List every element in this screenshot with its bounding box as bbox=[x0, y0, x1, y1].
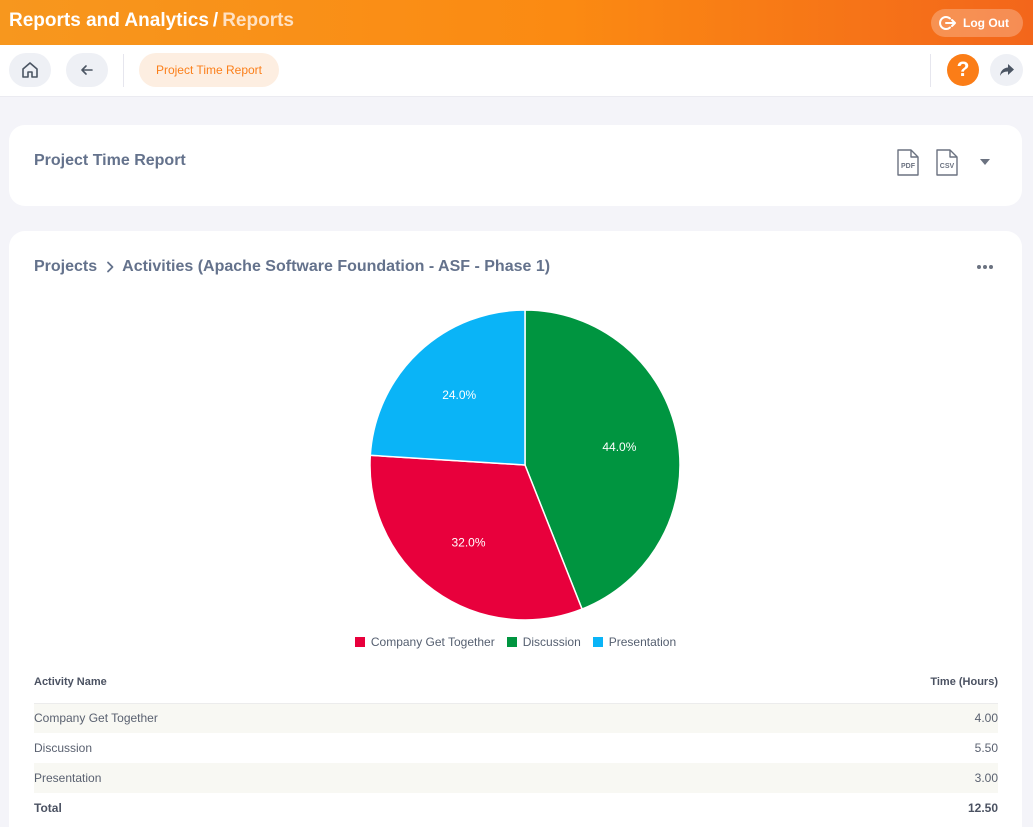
help-icon: ? bbox=[956, 58, 970, 81]
home-icon bbox=[22, 62, 38, 78]
legend-item[interactable]: Presentation bbox=[592, 635, 677, 649]
report-title: Project Time Report bbox=[34, 152, 186, 169]
share-icon bbox=[999, 64, 1014, 76]
table-header-row: Activity Name Time (Hours) bbox=[34, 661, 998, 704]
breadcrumb-projects[interactable]: Projects bbox=[34, 258, 98, 275]
cell-hours: 3.00 bbox=[323, 763, 998, 793]
more-horizontal-icon[interactable] bbox=[977, 265, 993, 269]
pie-slice-company-get-together[interactable] bbox=[369, 454, 584, 621]
nav-divider bbox=[123, 54, 124, 87]
legend-swatch bbox=[592, 637, 603, 647]
total-label: Total bbox=[34, 801, 62, 815]
cell-activity: Presentation bbox=[34, 763, 323, 793]
sub-navigation: Project Time Report ? bbox=[0, 45, 1033, 97]
logout-label: Log Out bbox=[963, 16, 1009, 30]
nav-divider-right bbox=[930, 54, 931, 87]
cell-activity: Discussion bbox=[34, 741, 93, 755]
table-row: Discussion 5.50 bbox=[34, 733, 998, 763]
report-header-card: Project Time Report PDF CSV bbox=[9, 125, 1022, 206]
legend-label: Company Get Together bbox=[370, 635, 495, 649]
cell-hours: 5.50 bbox=[974, 741, 998, 755]
top-bar: Reports and Analytics / Reports Log Out bbox=[0, 0, 1033, 45]
activities-pie-chart: 44.0% 32.0% 24.0% bbox=[369, 309, 681, 621]
pie-slice-discussion[interactable] bbox=[524, 309, 681, 611]
home-button[interactable] bbox=[9, 53, 51, 87]
chevron-right-icon bbox=[107, 261, 114, 273]
app-title: Reports and Analytics / Reports bbox=[9, 10, 294, 32]
table-total-row: Total 12.50 bbox=[34, 793, 998, 823]
legend-label: Presentation bbox=[608, 635, 677, 649]
total-value: 12.50 bbox=[967, 801, 998, 815]
csv-export-icon[interactable]: CSV bbox=[935, 149, 959, 176]
table-row: Company Get Together 4.00 bbox=[34, 703, 998, 733]
col-time-hours: Time (Hours) bbox=[323, 661, 998, 704]
legend-item[interactable]: Discussion bbox=[506, 635, 581, 649]
title-crumb[interactable]: Reports bbox=[222, 10, 294, 31]
chart-legend: Company Get Together Discussion Presentati… bbox=[9, 635, 1022, 649]
pdf-export-icon[interactable]: PDF bbox=[896, 149, 920, 176]
csv-label: CSV bbox=[940, 163, 955, 170]
activities-table: Activity Name Time (Hours) Company Get T… bbox=[34, 661, 998, 823]
legend-swatch bbox=[354, 637, 365, 647]
logout-button[interactable]: Log Out bbox=[931, 9, 1023, 37]
activities-card: Projects Activities (Apache Software Fou… bbox=[9, 231, 1022, 827]
breadcrumb-current: Activities (Apache Software Foundation -… bbox=[122, 258, 551, 275]
tab-project-time-report[interactable]: Project Time Report bbox=[139, 53, 279, 87]
arrow-left-icon bbox=[81, 65, 93, 75]
cell-activity: Company Get Together bbox=[34, 703, 323, 733]
cell-hours: 4.00 bbox=[323, 703, 998, 733]
logout-icon bbox=[939, 16, 956, 30]
share-button[interactable] bbox=[990, 54, 1023, 86]
pie-label: 32.0% bbox=[451, 536, 485, 550]
help-button[interactable]: ? bbox=[947, 54, 979, 86]
collapse-chevron-down-icon[interactable] bbox=[980, 159, 990, 165]
pie-label: 44.0% bbox=[602, 440, 636, 454]
col-activity-name: Activity Name bbox=[34, 661, 323, 704]
breadcrumb: Projects Activities (Apache Software Fou… bbox=[34, 258, 550, 276]
back-button[interactable] bbox=[66, 53, 108, 87]
legend-item[interactable]: Company Get Together bbox=[354, 635, 495, 649]
legend-swatch bbox=[506, 637, 517, 647]
title-separator: / bbox=[212, 10, 219, 31]
pdf-label: PDF bbox=[901, 163, 916, 170]
pie-label: 24.0% bbox=[442, 388, 476, 402]
app-title-text: Reports and Analytics bbox=[9, 10, 209, 31]
legend-label: Discussion bbox=[522, 635, 581, 649]
table-row: Presentation 3.00 bbox=[34, 763, 998, 793]
pie-slice-presentation[interactable] bbox=[369, 309, 526, 466]
